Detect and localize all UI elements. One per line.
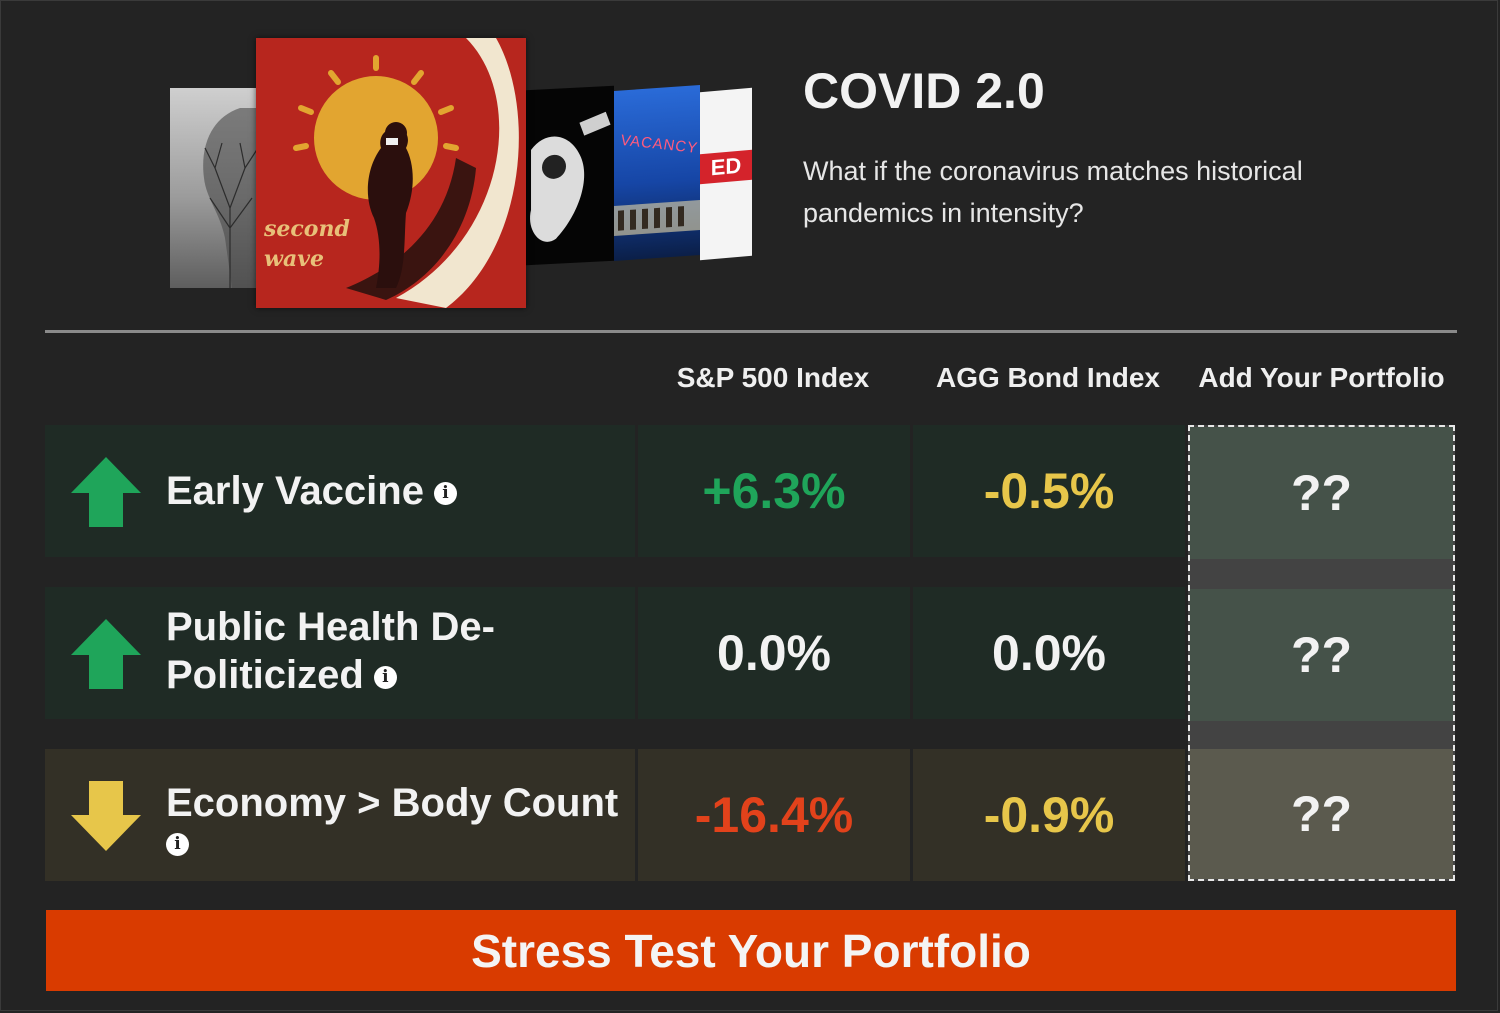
scenario-label: Public Health De- Politicized i	[166, 605, 495, 697]
sp500-value: -16.4%	[694, 787, 854, 843]
tree-head-card-image[interactable]	[170, 88, 262, 288]
scenario-label: Early Vaccine i	[166, 467, 457, 515]
sp500-value-cell: +6.3%	[638, 425, 910, 557]
scenario-row-early-vaccine: Early Vaccine i +6.3% -0.5%	[45, 425, 1455, 557]
scenario-row-public-health: Public Health De- Politicized i 0.0% 0.0%	[45, 587, 1455, 719]
agg-value: -0.9%	[983, 787, 1115, 843]
row-label-cell: Economy > Body Count i	[45, 749, 635, 881]
header-divider	[45, 330, 1457, 333]
vacancy-card-image[interactable]: VACANCY	[614, 84, 700, 262]
up-arrow-icon	[71, 457, 141, 527]
agg-value-cell: -0.5%	[913, 425, 1185, 557]
down-arrow-icon	[71, 781, 141, 851]
column-header-sp500: S&P 500 Index	[676, 362, 870, 393]
row-label-cell: Early Vaccine i	[45, 425, 635, 557]
info-icon[interactable]: i	[433, 481, 457, 505]
info-icon[interactable]: i	[166, 832, 189, 856]
scenario-title: COVID 2.0	[803, 63, 1045, 119]
agg-value-cell: -0.9%	[913, 749, 1185, 881]
sp500-value-cell: 0.0%	[638, 587, 910, 719]
stress-test-button[interactable]: Stress Test Your Portfolio	[46, 910, 1456, 991]
scenario-label: Economy > Body Count i	[166, 781, 619, 856]
portfolio-value-early-vaccine[interactable]: ??	[1190, 427, 1453, 559]
agg-value-cell: 0.0%	[913, 587, 1185, 719]
info-icon[interactable]: i	[373, 665, 397, 689]
scenario-row-economy: Economy > Body Count i -16.4% -0.9%	[45, 749, 1455, 881]
agg-value: -0.5%	[983, 463, 1115, 519]
sp500-value: +6.3%	[702, 463, 846, 519]
column-header-add-portfolio[interactable]: Add Your Portfolio	[1198, 362, 1445, 393]
row-label-cell: Public Health De- Politicized i	[45, 587, 635, 719]
up-arrow-icon	[71, 619, 141, 689]
add-portfolio-column[interactable]: ?? ?? ??	[1188, 425, 1455, 881]
cover-title-text: second wave	[264, 216, 350, 272]
closed-sign-card-image[interactable]: ED	[700, 87, 752, 261]
sp500-value: 0.0%	[717, 625, 831, 681]
portfolio-value-economy[interactable]: ??	[1190, 749, 1453, 879]
second-wave-cover-image[interactable]: second wave	[256, 38, 526, 308]
column-header-agg: AGG Bond Index	[936, 362, 1160, 393]
sp500-value-cell: -16.4%	[638, 749, 910, 881]
closed-sign-text: ED	[700, 149, 752, 185]
astronaut-card-image[interactable]	[526, 85, 614, 266]
scenario-card-stack[interactable]: second wave VACANCY ED	[168, 38, 758, 313]
scenario-description: What if the coronavirus matches historic…	[803, 156, 1303, 228]
portfolio-value-public-health[interactable]: ??	[1190, 589, 1453, 721]
agg-value: 0.0%	[992, 625, 1106, 681]
